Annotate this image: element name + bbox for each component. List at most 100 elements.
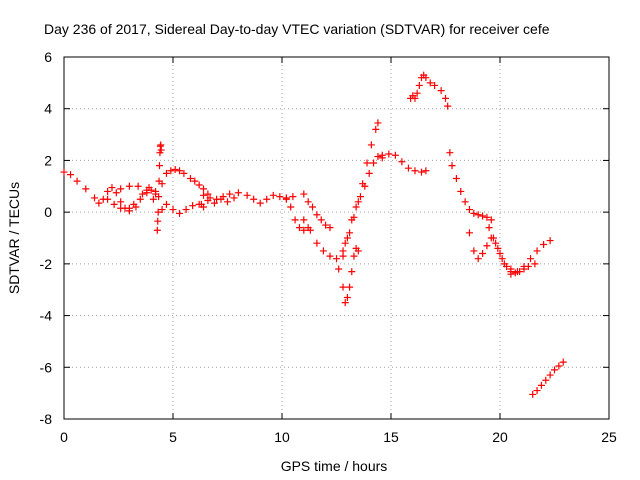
data-point: [465, 206, 473, 214]
data-point: [339, 283, 347, 291]
data-point: [413, 89, 421, 97]
data-point: [155, 162, 163, 170]
data-point: [457, 187, 465, 195]
data-point: [398, 158, 406, 166]
series-track-t: [529, 358, 567, 398]
data-point: [492, 239, 500, 247]
data-point: [326, 252, 334, 260]
data-point: [341, 239, 349, 247]
data-point: [446, 149, 454, 157]
data-point: [356, 193, 364, 201]
data-point: [60, 168, 68, 176]
data-point: [224, 198, 231, 206]
data-point: [378, 154, 386, 162]
data-point: [154, 208, 162, 216]
data-point: [256, 199, 264, 207]
data-points: [60, 71, 567, 398]
data-point: [169, 206, 177, 214]
data-point: [197, 200, 205, 208]
y-tick-label: 0: [44, 204, 52, 220]
series-track-i: [300, 190, 334, 232]
x-tick-label: 0: [60, 429, 68, 445]
data-point: [182, 206, 190, 214]
x-tick-label: 25: [601, 429, 617, 445]
data-point: [155, 193, 163, 201]
data-point: [470, 209, 478, 217]
data-point: [479, 212, 487, 220]
data-point: [157, 146, 165, 154]
data-point: [191, 177, 199, 185]
data-point: [104, 195, 112, 203]
data-point: [276, 193, 284, 201]
y-tick-label: -6: [40, 359, 53, 375]
data-point: [152, 187, 160, 195]
data-point: [167, 167, 175, 175]
axis-ticks: [63, 56, 610, 420]
data-point: [309, 203, 317, 211]
data-point: [444, 102, 452, 110]
y-tick-label: 6: [44, 49, 52, 65]
data-point: [352, 203, 360, 211]
data-point: [533, 387, 541, 395]
data-point: [300, 216, 308, 224]
data-point: [112, 189, 120, 197]
data-point: [485, 224, 493, 232]
data-point: [117, 198, 125, 206]
data-point: [110, 200, 118, 208]
data-point: [189, 202, 197, 210]
series-track-o: [407, 71, 452, 110]
data-point: [136, 195, 144, 203]
data-point: [555, 362, 563, 370]
data-point: [496, 250, 504, 258]
data-point: [234, 189, 242, 197]
data-point: [176, 167, 184, 175]
chart-title: Day 236 of 2017, Sidereal Day-to-day VTE…: [44, 21, 550, 37]
data-point: [348, 268, 356, 276]
series-track-j: [300, 216, 347, 263]
data-point: [346, 283, 354, 291]
data-point: [143, 186, 151, 194]
data-point: [291, 216, 299, 224]
data-point: [503, 262, 511, 270]
data-point: [374, 119, 382, 127]
data-point: [176, 209, 184, 217]
data-point: [282, 195, 290, 203]
data-point: [289, 193, 297, 201]
data-point: [287, 203, 295, 211]
data-point: [132, 203, 140, 211]
data-point: [125, 207, 133, 215]
data-point: [108, 184, 116, 192]
data-point: [531, 260, 539, 268]
data-point: [333, 255, 340, 263]
data-point: [322, 221, 330, 229]
data-point: [346, 229, 354, 237]
x-axis-label: GPS time / hours: [281, 458, 388, 474]
data-point: [269, 191, 277, 199]
y-axis-label: SDTVAR / TECUs: [6, 182, 22, 294]
data-point: [354, 198, 362, 206]
series-spike-4h: [153, 141, 165, 234]
data-point: [304, 198, 312, 206]
data-point: [465, 229, 473, 237]
data-point: [230, 194, 238, 202]
data-point: [341, 299, 349, 307]
data-point: [540, 240, 548, 248]
grid-lines: [64, 57, 609, 419]
data-point: [73, 177, 81, 185]
y-tick-label: -4: [40, 308, 53, 324]
data-point: [559, 358, 567, 366]
data-point: [350, 213, 358, 221]
series-track-l: [339, 151, 386, 255]
data-point: [300, 190, 308, 198]
series-track-n: [378, 150, 430, 176]
y-tick-labels: 6 4 2 0 -2 -4 -6 -8: [40, 49, 53, 427]
series-track-q: [465, 229, 515, 273]
data-point: [404, 164, 412, 172]
data-point: [494, 244, 502, 252]
data-point: [67, 171, 75, 179]
data-point: [343, 234, 351, 242]
data-point: [117, 185, 125, 193]
data-point: [158, 180, 166, 188]
data-point: [537, 381, 545, 389]
data-point: [95, 199, 103, 207]
